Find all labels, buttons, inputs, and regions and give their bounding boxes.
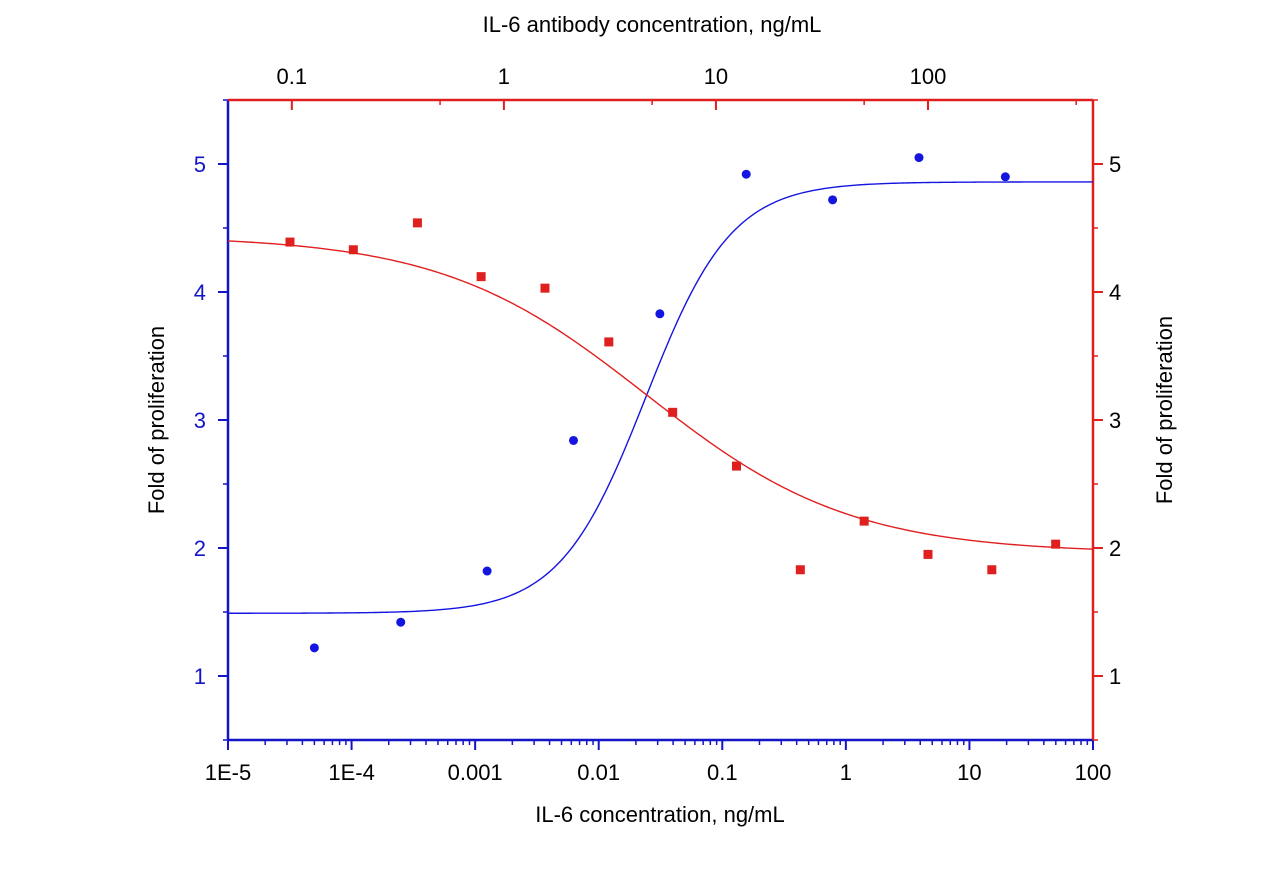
right-y-tick-label: 2 — [1109, 536, 1121, 561]
il6-data-point — [568, 435, 578, 445]
bottom-x-tick-label: 0.01 — [577, 760, 620, 785]
right-y-tick-label: 3 — [1109, 408, 1121, 433]
left-y-tick-label: 5 — [194, 152, 206, 177]
fit-curves-layer — [227, 181, 1094, 614]
top-x-axis-title: IL-6 antibody concentration, ng/mL — [483, 12, 822, 37]
antibody-data-point — [540, 283, 550, 293]
il6-data-point — [309, 643, 319, 653]
right-y-tick-label: 5 — [1109, 152, 1121, 177]
top-x-tick-label: 1 — [498, 64, 510, 89]
il6-data-point — [1000, 172, 1010, 182]
right-y-axis-title: Fold of proliferation — [1152, 316, 1177, 504]
right-y-tick-label: 4 — [1109, 280, 1121, 305]
left-y-tick-label: 3 — [194, 408, 206, 433]
data-points-layer — [285, 153, 1061, 653]
top-x-tick-label: 10 — [704, 64, 728, 89]
bottom-x-tick-label: 1 — [840, 760, 852, 785]
antibody-data-point — [1051, 539, 1061, 549]
antibody-data-point — [412, 218, 422, 228]
left-y-tick-label: 2 — [194, 536, 206, 561]
antibody-data-point — [476, 272, 486, 282]
antibody-data-point — [923, 549, 933, 559]
left-y-axis-title: Fold of proliferation — [144, 326, 169, 514]
bottom-x-tick-label: 1E-4 — [328, 760, 374, 785]
top-x-tick-label: 0.1 — [277, 64, 308, 89]
left-y-tick-label: 1 — [194, 664, 206, 689]
antibody-fit-curve — [227, 240, 1094, 550]
il6-data-point — [396, 617, 406, 627]
il6-fit-curve — [228, 181, 1093, 614]
bottom-x-tick-label: 1E-5 — [205, 760, 251, 785]
bottom-x-tick-label: 0.001 — [448, 760, 503, 785]
il6-data-point — [741, 169, 751, 179]
il6-data-point — [828, 195, 838, 205]
antibody-data-point — [285, 237, 295, 247]
bottom-x-tick-label: 10 — [957, 760, 981, 785]
antibody-data-point — [604, 337, 614, 347]
il6-data-point — [482, 566, 492, 576]
top-x-tick-label: 100 — [910, 64, 947, 89]
left-y-tick-label: 4 — [194, 280, 206, 305]
antibody-data-point — [668, 407, 678, 417]
labels-layer: IL-6 antibody concentration, ng/mL IL-6 … — [144, 12, 1177, 827]
il6-data-point — [655, 309, 665, 319]
axes-layer — [218, 98, 1103, 750]
antibody-data-point — [731, 461, 741, 471]
antibody-data-point — [859, 516, 869, 526]
antibody-data-point — [348, 245, 358, 255]
bottom-x-tick-label: 0.1 — [707, 760, 738, 785]
il6-data-point — [914, 153, 924, 163]
bottom-x-axis-title: IL-6 concentration, ng/mL — [535, 802, 784, 827]
bottom-x-tick-label: 100 — [1075, 760, 1112, 785]
antibody-data-point — [795, 565, 805, 575]
right-y-tick-label: 1 — [1109, 664, 1121, 689]
antibody-data-point — [987, 565, 997, 575]
